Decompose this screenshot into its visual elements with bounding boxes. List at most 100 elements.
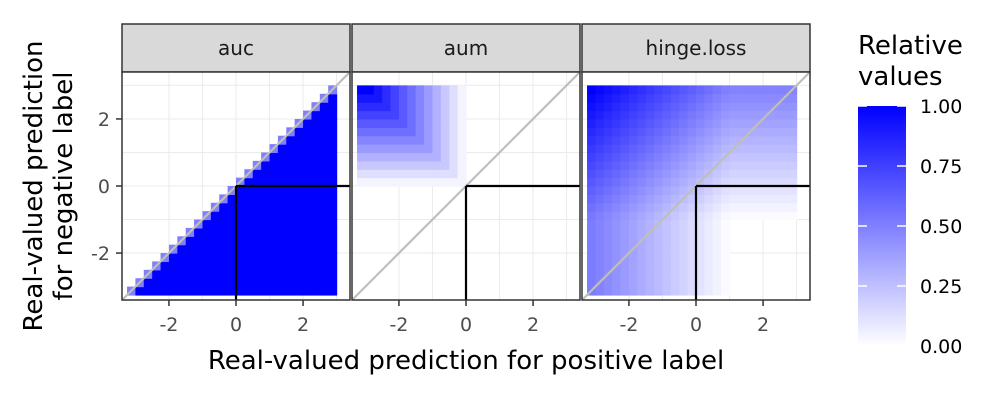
heatmap-cell bbox=[440, 177, 450, 187]
heatmap-cell bbox=[185, 278, 195, 288]
heatmap-cell bbox=[737, 102, 747, 112]
heatmap-cell bbox=[654, 177, 664, 187]
reference-lines-aum bbox=[352, 72, 580, 300]
heatmap-cell bbox=[645, 219, 655, 229]
heatmap-cell bbox=[788, 186, 798, 195]
heatmap-cell bbox=[704, 261, 714, 271]
heatmap-cell bbox=[152, 278, 162, 288]
y-tick-label: -2 bbox=[91, 243, 110, 265]
heatmap-cell bbox=[432, 144, 442, 154]
heatmap-cell bbox=[303, 194, 313, 204]
heatmap-cell bbox=[712, 102, 722, 112]
heatmap-cell bbox=[311, 160, 321, 170]
heatmap-cell bbox=[687, 286, 697, 296]
heatmap-cell bbox=[729, 118, 739, 128]
heatmap-cell bbox=[227, 261, 237, 271]
heatmap-cell bbox=[303, 202, 313, 212]
heatmap-cell bbox=[210, 227, 220, 237]
heatmap-cell bbox=[628, 194, 638, 204]
heatmap-cell bbox=[721, 227, 731, 237]
heatmap-cell bbox=[679, 244, 689, 254]
heatmap-cell bbox=[357, 118, 367, 128]
heatmap-cell bbox=[168, 278, 178, 288]
heatmap-cell bbox=[704, 144, 714, 154]
heatmap-cell bbox=[365, 102, 375, 112]
heatmap-cell bbox=[286, 160, 296, 170]
heatmap-cell bbox=[712, 286, 722, 296]
heatmap-cell bbox=[620, 110, 630, 120]
heatmap-cell bbox=[587, 194, 597, 204]
heatmap-cell bbox=[612, 269, 622, 279]
legend: Relative values 1.00 0.75 0.50 0.25 0.00 bbox=[858, 31, 963, 358]
heatmap-cell bbox=[687, 236, 697, 246]
heatmap-cell bbox=[252, 278, 262, 288]
heatmap-cell bbox=[654, 169, 664, 179]
heatmap-cell bbox=[277, 169, 287, 179]
heatmap-cell bbox=[365, 127, 375, 137]
heatmap-cell bbox=[788, 211, 798, 221]
heatmap-cell bbox=[303, 261, 313, 271]
heatmap-cell bbox=[612, 93, 622, 103]
heatmap-cell bbox=[449, 169, 459, 179]
heatmap-cell bbox=[424, 135, 434, 145]
heatmap-cell bbox=[252, 244, 262, 254]
heatmap-cell bbox=[457, 169, 467, 179]
heatmap-cell bbox=[696, 227, 705, 237]
heatmap-cell bbox=[679, 211, 689, 221]
heatmap-cell bbox=[415, 127, 425, 137]
heatmap-cell bbox=[311, 177, 321, 187]
heatmap-cell bbox=[645, 236, 655, 246]
heatmap-cell bbox=[637, 261, 647, 271]
heatmap-cell bbox=[620, 227, 630, 237]
heatmap-cell bbox=[712, 244, 722, 254]
heatmap-cell bbox=[440, 135, 450, 145]
heatmap-cell bbox=[737, 127, 747, 137]
heatmap-cell bbox=[202, 219, 212, 229]
heatmap-cell bbox=[328, 152, 338, 162]
heatmap-cell bbox=[612, 286, 622, 296]
heatmap-cell bbox=[398, 135, 408, 145]
heatmap-cell bbox=[286, 278, 296, 288]
heatmap-cell bbox=[373, 169, 383, 179]
heatmap-cell bbox=[236, 236, 245, 246]
heatmap-cell bbox=[771, 85, 781, 95]
heatmap-cell bbox=[628, 160, 638, 170]
heatmap-cell bbox=[721, 278, 731, 288]
heatmap-cell bbox=[654, 118, 664, 128]
heatmap-cell bbox=[252, 202, 262, 212]
heatmap-cell bbox=[670, 169, 680, 179]
heatmap-cell bbox=[670, 244, 680, 254]
heatmap-cell bbox=[788, 160, 798, 170]
heatmap-cell bbox=[244, 261, 254, 271]
heatmap-cell bbox=[415, 118, 425, 128]
heatmap-cell bbox=[670, 177, 680, 187]
heatmap-cell bbox=[382, 110, 392, 120]
heatmap-cell bbox=[712, 194, 722, 204]
heatmap-cell bbox=[236, 261, 245, 271]
heatmap-cell bbox=[729, 135, 739, 145]
heatmap-cell bbox=[662, 236, 672, 246]
heatmap-cell bbox=[294, 278, 304, 288]
heatmap-cell bbox=[328, 286, 338, 296]
heatmap-cell bbox=[227, 227, 237, 237]
heatmap-cell bbox=[696, 278, 705, 288]
heatmap-cell bbox=[587, 253, 597, 263]
facet-strip-label-auc: auc bbox=[218, 36, 254, 60]
heatmap-cell bbox=[712, 278, 722, 288]
x-tick-label: -2 bbox=[619, 314, 638, 336]
heatmap-cell bbox=[603, 102, 613, 112]
heatmap-cell bbox=[587, 186, 597, 195]
heatmap-cell bbox=[587, 144, 597, 154]
heatmap-cell bbox=[407, 127, 417, 137]
heatmap-cell bbox=[252, 211, 262, 221]
heatmap-cell bbox=[654, 110, 664, 120]
heatmap-cell bbox=[737, 186, 747, 195]
heatmap-cell bbox=[704, 253, 714, 263]
heatmap-cell bbox=[737, 194, 747, 204]
heatmap-cell bbox=[612, 135, 622, 145]
heatmap-cell bbox=[168, 261, 178, 271]
heatmap-cell bbox=[763, 202, 773, 212]
heatmap-cell bbox=[328, 227, 338, 237]
heatmap-cell bbox=[696, 110, 705, 120]
heatmap-cell bbox=[202, 253, 212, 263]
